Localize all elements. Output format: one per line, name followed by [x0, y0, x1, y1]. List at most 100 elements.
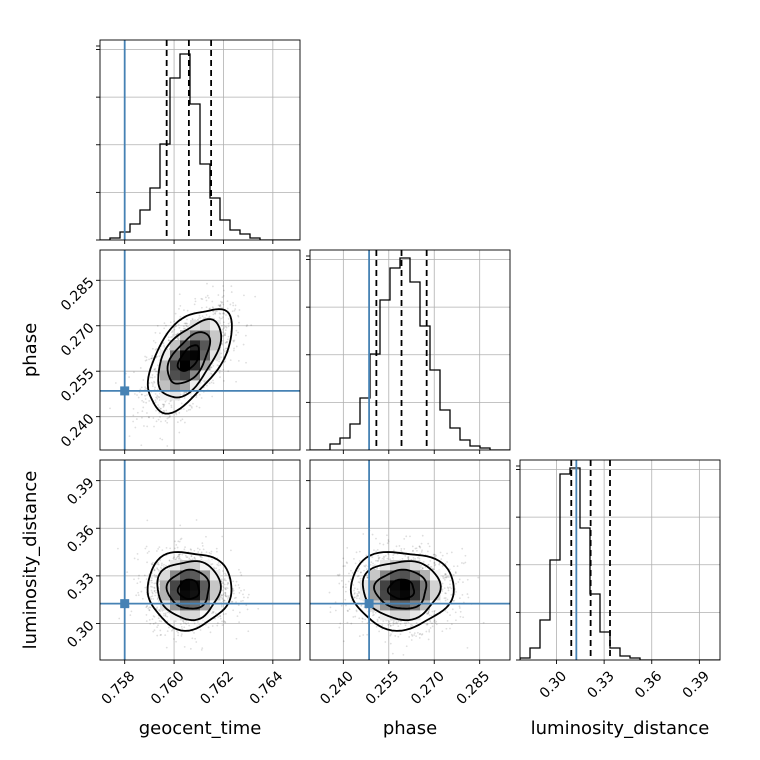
scatter-point: [425, 612, 428, 615]
density-cell: [190, 560, 201, 571]
scatter-point: [377, 558, 380, 560]
scatter-point: [161, 438, 164, 441]
scatter-point: [169, 547, 172, 550]
scatter-point: [247, 630, 250, 633]
scatter-point: [429, 566, 432, 568]
density-cell: [200, 350, 211, 361]
density-cell: [200, 340, 211, 351]
scatter-point: [160, 567, 163, 570]
scatter-point: [219, 615, 221, 618]
y-tick-label: 0.36: [64, 523, 97, 556]
scatter-point: [137, 577, 140, 580]
scatter-point: [151, 563, 153, 566]
scatter-point: [156, 568, 159, 570]
scatter-point: [153, 376, 156, 378]
density-cell: [370, 590, 381, 601]
scatter-point: [454, 571, 457, 573]
scatter-point: [195, 396, 198, 398]
scatter-point: [435, 623, 438, 626]
scatter-point: [358, 597, 361, 600]
density-cell: [400, 560, 411, 571]
scatter-point: [128, 376, 130, 378]
scatter-point: [453, 599, 456, 602]
density-cell: [170, 380, 181, 391]
scatter-point: [350, 569, 352, 572]
y-tick-label: 0.30: [64, 618, 97, 651]
scatter-point: [186, 322, 189, 325]
scatter-point: [195, 641, 198, 643]
scatter-point: [446, 575, 449, 578]
scatter-point: [455, 590, 457, 593]
scatter-point: [427, 638, 430, 641]
scatter-point: [140, 386, 143, 389]
scatter-point: [225, 325, 227, 328]
scatter-point: [109, 407, 111, 410]
scatter-point: [204, 296, 207, 299]
density-cell: [400, 580, 411, 591]
y-axis-label-phase: phase: [20, 323, 41, 377]
scatter-point: [134, 426, 137, 429]
truth-marker: [120, 599, 130, 609]
scatter-point: [198, 624, 201, 626]
scatter-point: [223, 380, 225, 382]
scatter-point: [182, 393, 185, 396]
scatter-point: [171, 331, 173, 334]
scatter-point: [159, 559, 161, 562]
scatter-point: [214, 612, 217, 615]
scatter-point: [169, 400, 172, 403]
scatter-point: [233, 347, 235, 350]
scatter-point: [167, 339, 170, 342]
scatter-point: [210, 366, 213, 369]
scatter-point: [223, 289, 225, 292]
scatter-point: [173, 326, 176, 328]
scatter-point: [173, 320, 176, 323]
scatter-point: [355, 595, 358, 598]
scatter-point: [185, 622, 188, 625]
scatter-point: [366, 622, 369, 624]
scatter-point: [143, 425, 145, 427]
y-axis-label-luminosity_distance: luminosity_distance: [20, 471, 41, 650]
panel-frame-2-2: [519, 459, 721, 661]
scatter-point: [151, 581, 153, 584]
scatter-point: [205, 535, 207, 538]
contour-level: [156, 560, 222, 622]
scatter-point: [219, 304, 222, 307]
scatter-point: [225, 595, 228, 598]
density-cell: [380, 590, 391, 601]
density-cell: [420, 570, 431, 581]
scatter-point: [153, 368, 156, 371]
scatter-point: [216, 364, 219, 367]
scatter-point: [433, 564, 436, 567]
scatter-point: [449, 627, 451, 630]
scatter-point: [438, 563, 441, 566]
scatter-point: [185, 556, 188, 559]
scatter-point: [443, 579, 446, 581]
scatter-point: [134, 393, 136, 395]
scatter-point: [187, 409, 190, 411]
scatter-point: [145, 401, 148, 404]
scatter-point: [158, 578, 161, 581]
scatter-point: [402, 653, 405, 656]
scatter-point: [141, 393, 143, 396]
scatter-point: [219, 617, 222, 620]
scatter-point: [346, 621, 349, 624]
scatter-point: [344, 590, 347, 593]
scatter-point: [353, 592, 356, 594]
scatter-point: [377, 554, 380, 557]
x-tick-label: 0.30: [537, 668, 570, 701]
scatter-point: [140, 393, 143, 396]
scatter-point: [165, 547, 168, 549]
scatter-point: [178, 540, 181, 543]
scatter-point: [232, 304, 235, 307]
scatter-point: [225, 595, 227, 598]
x-tick-label: 0.762: [197, 668, 237, 708]
scatter-point: [222, 331, 224, 334]
scatter-point: [156, 563, 159, 565]
density-cell: [180, 370, 191, 381]
scatter-point: [226, 307, 229, 310]
scatter-point: [347, 610, 349, 612]
scatter-point: [444, 592, 447, 595]
scatter-point: [225, 586, 227, 589]
scatter-point: [141, 399, 144, 402]
scatter-point: [155, 355, 158, 358]
